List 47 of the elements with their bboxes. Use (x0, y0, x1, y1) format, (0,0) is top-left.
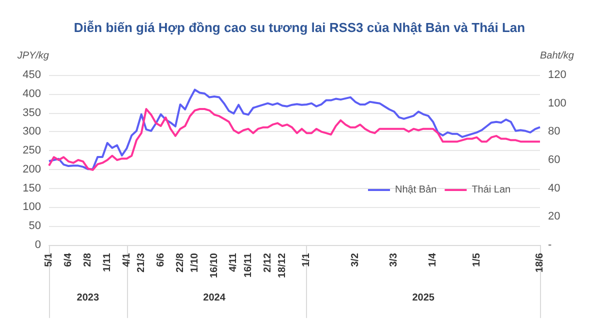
line-series (48, 108, 541, 171)
y-tick-label: 450 (22, 69, 41, 81)
text: 2023 (76, 292, 100, 304)
y2-tick-label: 40 (548, 182, 560, 194)
x-tick-label: 3/2 (350, 252, 361, 267)
y2-tick-label: 80 (548, 126, 560, 138)
x-tick-label: 22/8 (174, 252, 186, 272)
y2-tick-label: 20 (548, 210, 560, 223)
y-tick-label: 100 (22, 201, 41, 214)
x-tick-label: 1/1 (301, 252, 312, 267)
y2-tick-label: 100 (548, 97, 566, 110)
y-tick-label: 50 (28, 220, 41, 232)
y-tick-label: 400 (22, 88, 41, 100)
y-axis-title: JPY/kg (16, 50, 50, 62)
x-tick-label: 6/6 (155, 252, 166, 267)
text: 2025 (412, 292, 435, 304)
line-series (48, 88, 541, 170)
x-tick-label: 2/8 (82, 252, 94, 267)
legend-label: Nhật Bản (395, 184, 437, 196)
x-tick-label: 21/3 (136, 252, 147, 272)
chart-title: Diễn biến giá Hợp đồng cao su tương lai RSS3 của Nhật Bản và Thái Lan (74, 20, 526, 35)
y2-tick-label: 60 (548, 154, 560, 166)
y-tick-label: 200 (22, 163, 41, 176)
legend-label: Thái Lan (472, 184, 511, 196)
x-tick-label: 1/10 (189, 252, 200, 272)
text: 2024 (203, 292, 226, 304)
x-tick-label: 18/12 (276, 252, 288, 278)
y2-tick-label: 120 (548, 69, 566, 81)
x-tick-label: 5/1 (44, 252, 54, 267)
y-tick-label: 300 (22, 126, 41, 138)
x-tick-label: 16/10 (208, 252, 220, 278)
y-tick-label: 350 (22, 106, 41, 119)
x-tick-label: 1/11 (102, 252, 113, 272)
x-tick-label: 4/1 (121, 252, 132, 267)
x-tick-label: 2/12 (262, 252, 274, 272)
x-tick-label: 3/3 (388, 252, 400, 267)
y-tick-label: 150 (22, 182, 41, 194)
y-tick-label: 0 (34, 239, 41, 251)
x-tick-label: 1/5 (471, 252, 482, 267)
y2-axis-title: Baht/kg (540, 50, 574, 62)
x-tick-label: 16/11 (242, 252, 254, 278)
x-tick-label: 1/4 (428, 252, 439, 267)
x-tick-label: 18/6 (534, 252, 546, 272)
y-tick-label: 250 (22, 144, 41, 157)
x-tick-label: 6/4 (62, 252, 74, 267)
y2-tick-label: - (548, 239, 552, 251)
x-tick-label: 4/11 (228, 252, 240, 272)
